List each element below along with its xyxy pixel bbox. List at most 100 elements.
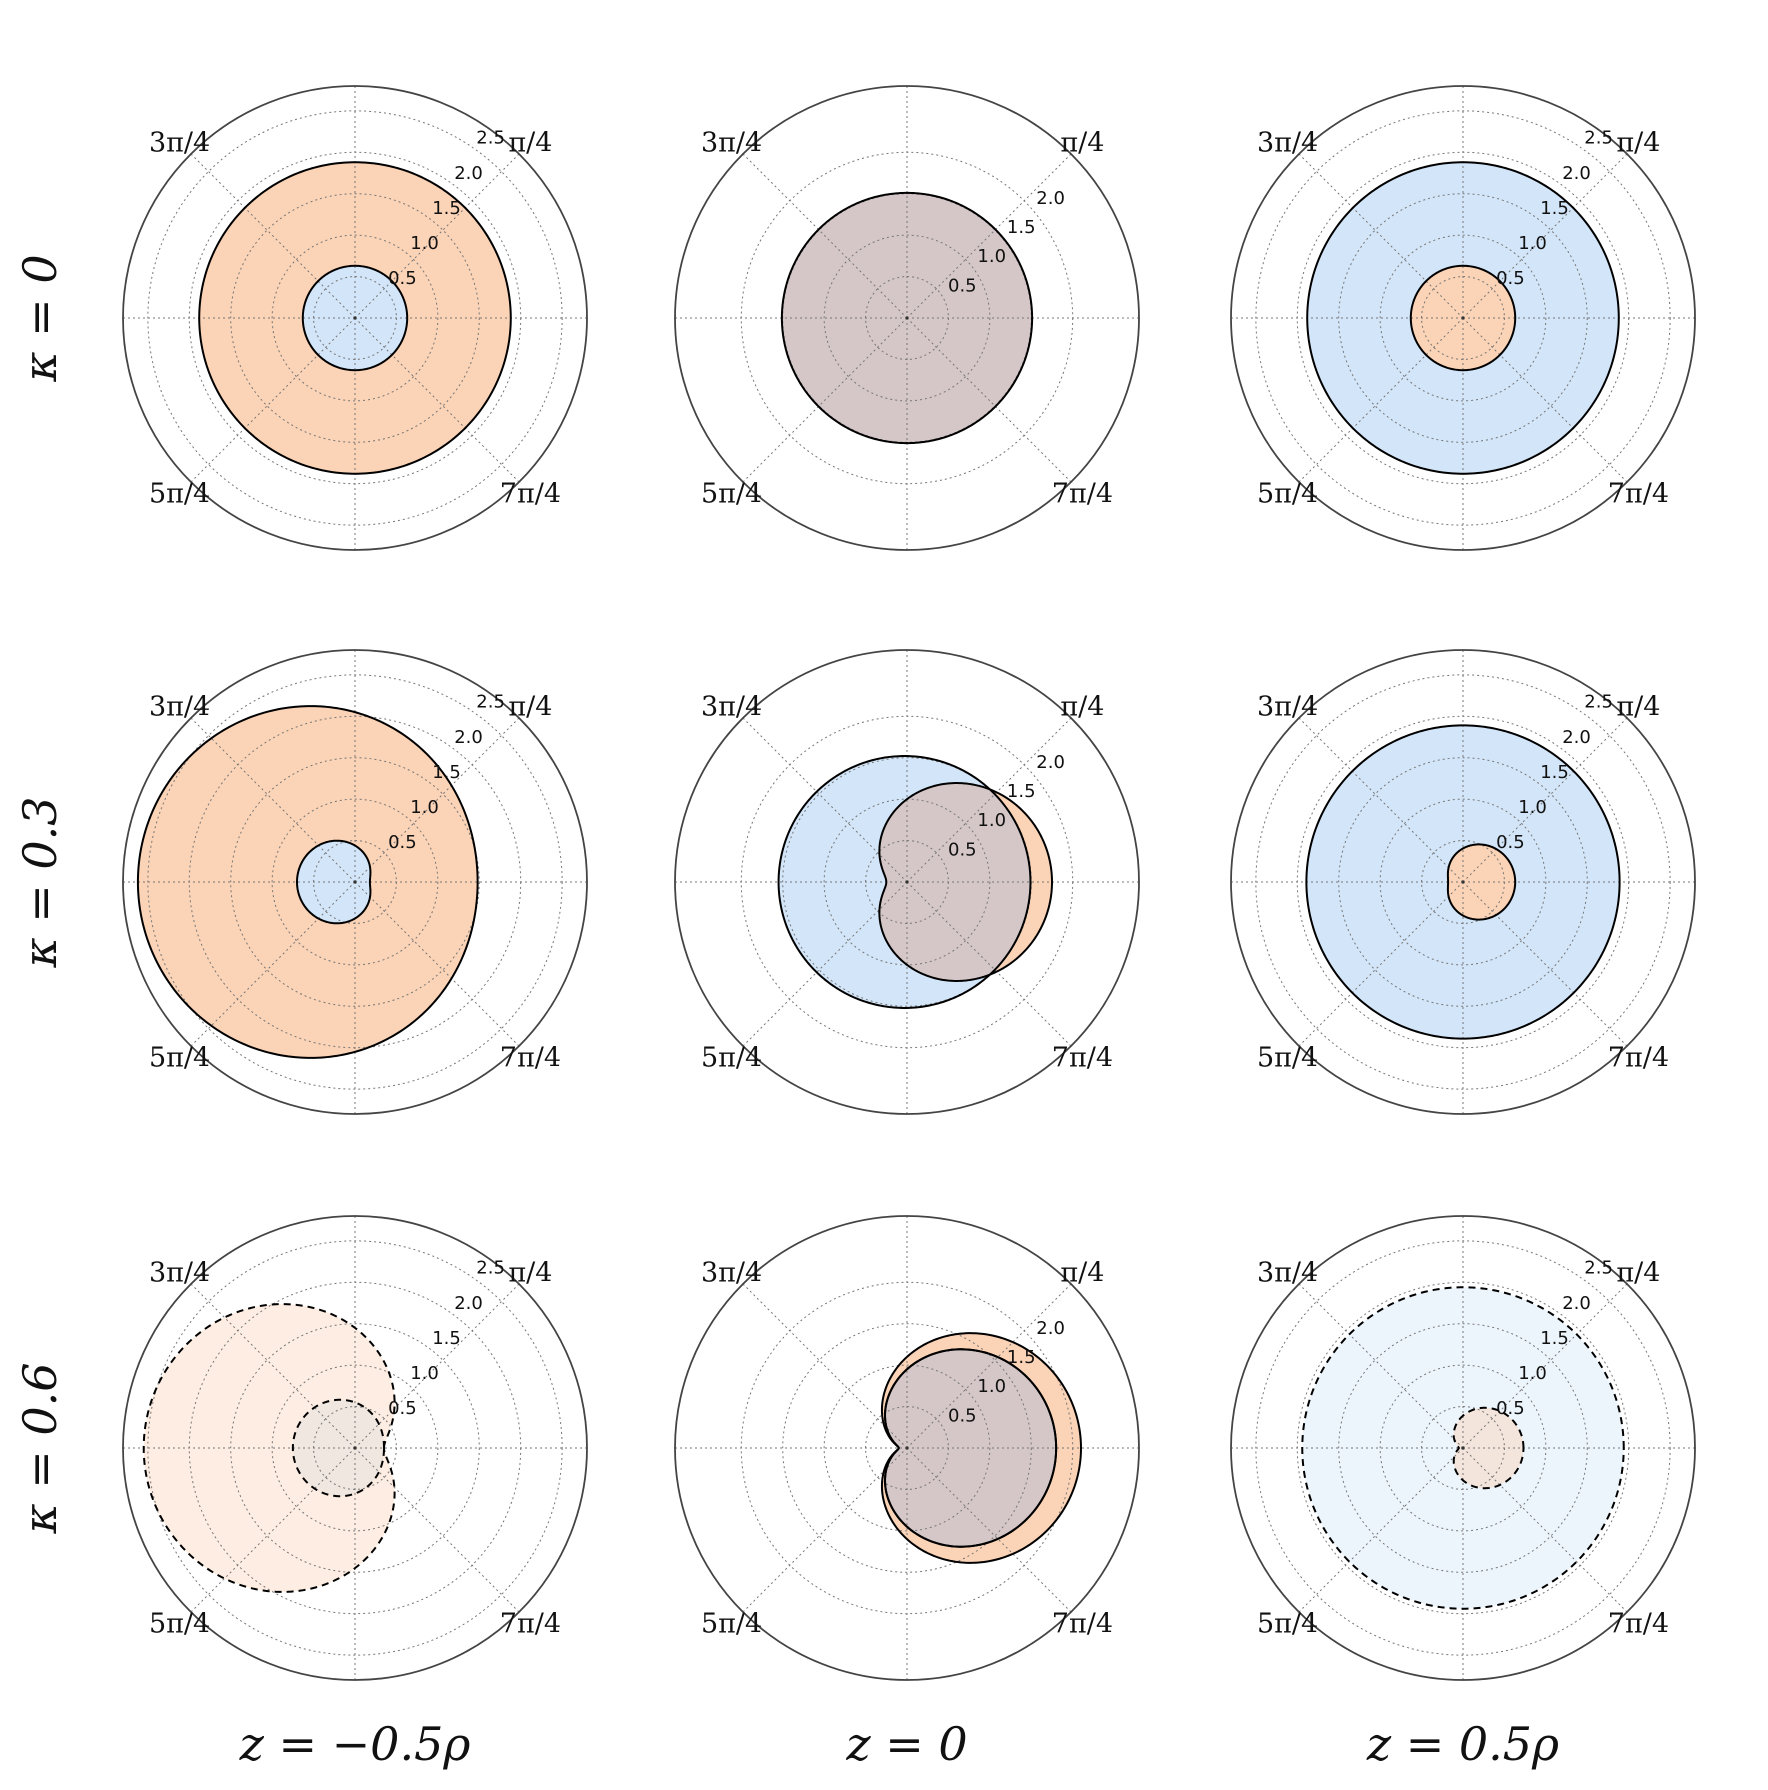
panel-center: [1461, 880, 1465, 884]
angle-tick-label: 7π/4: [500, 1042, 561, 1073]
grid-spoke: [1298, 881, 1464, 1047]
angle-tick-label: π/4: [1616, 128, 1660, 159]
polar-panel: π/4 3π/4 5π/4 7π/4 0.5 1.0 1.5 2.0 2.5: [1230, 649, 1696, 1115]
radial-tick-label: 1.5: [1540, 762, 1569, 783]
radial-tick-label: 1.5: [1540, 198, 1569, 219]
angle-tick-label: 5π/4: [1257, 1042, 1318, 1073]
series-outline-orange: [1409, 264, 1517, 372]
grid-ring: [230, 757, 480, 1007]
grid-spoke: [354, 881, 520, 1047]
series-outline-blue: [777, 755, 1032, 1009]
radial-tick-label: 2.0: [1036, 188, 1065, 209]
panel-center: [353, 316, 357, 320]
radial-tick-label: 1.5: [1007, 217, 1036, 238]
grid-spoke: [742, 881, 908, 1047]
panels-group: π/43π/45π/4 7π/40.51.01.52.02.5 π/43π/45π/…: [122, 85, 1696, 1681]
grid-spoke: [906, 1447, 1072, 1613]
polar-panel: π/4 3π/4 5π/4 7π/4 0.5 1.0 1.5 2.0 2.5: [122, 85, 588, 551]
grid-spoke: [190, 153, 356, 319]
grid-spoke: [354, 317, 520, 483]
row-label-1: κ = 0.3: [13, 796, 67, 968]
radial-tick-label: 2.0: [1562, 163, 1591, 184]
radial-tick-label: 0.5: [948, 1405, 977, 1426]
col-label-2: z = 0.5ρ: [1366, 1717, 1559, 1771]
radial-tick-label: 1.5: [1540, 1328, 1569, 1349]
angle-tick-label: 3π/4: [149, 692, 210, 723]
angle-tick-label: 7π/4: [1052, 1042, 1113, 1073]
series-outline-orange: [878, 782, 1054, 982]
polar-panel: π/4 3π/4 5π/4 7π/4 0.51.01.52.0: [674, 85, 1140, 551]
grid-spoke: [742, 1283, 908, 1449]
grid-spoke: [1298, 1283, 1464, 1449]
angle-tick-label: 5π/4: [1257, 1608, 1318, 1639]
angle-tick-label: π/4: [1616, 692, 1660, 723]
grid-spoke: [1462, 717, 1628, 883]
polar-panel: π/4 3π/4 5π/4 7π/4 0.5 1.0 1.5 2.0 2.5: [1230, 85, 1696, 551]
angle-tick-label: 3π/4: [701, 692, 762, 723]
radial-tick-label: 0.5: [388, 268, 417, 289]
grid-ring: [1379, 234, 1547, 402]
row-label-0: κ = 0: [13, 254, 67, 382]
grid-ring: [230, 193, 480, 443]
angle-tick-label: 5π/4: [701, 1608, 762, 1639]
series-outline-blue: [295, 839, 372, 925]
grid-ring: [147, 1240, 563, 1656]
grid-spoke: [906, 717, 1072, 883]
grid-spoke: [906, 1283, 1072, 1449]
grid-spoke: [742, 1447, 908, 1613]
angle-tick-label: π/4: [1060, 692, 1104, 723]
grid-ring: [1338, 1323, 1588, 1573]
col-label-1: z = 0: [845, 1717, 967, 1771]
grid-ring: [782, 1323, 1032, 1573]
grid-ring: [823, 798, 991, 966]
angle-tick-label: 3π/4: [1257, 1258, 1318, 1289]
radial-tick-label: 0.5: [1496, 1398, 1525, 1419]
angle-tick-label: π/4: [1060, 128, 1104, 159]
series-outline-orange: [136, 705, 479, 1059]
radial-tick-label: 0.5: [388, 832, 417, 853]
grid-ring: [823, 1364, 991, 1532]
panel-frame: [122, 85, 588, 551]
panel-frame: [674, 85, 1140, 551]
radial-tick-label: 1.0: [410, 1363, 439, 1384]
radial-tick-label: 2.5: [476, 1258, 505, 1279]
grid-spoke: [906, 153, 1072, 319]
polar-panel: π/4 3π/4 5π/4 7π/4 0.5 1.0 1.5 2.0 2.5: [122, 649, 588, 1115]
series-fill-overlap: [885, 1349, 1057, 1547]
panel-frame: [674, 1215, 1140, 1681]
grid-spoke: [1298, 1447, 1464, 1613]
series-fill-overlap: [879, 783, 1031, 981]
series-outline-blue: [1301, 1286, 1625, 1610]
grid-spoke: [354, 1283, 520, 1449]
grid-spoke: [1298, 153, 1464, 319]
series-outline-orange: [1446, 843, 1517, 921]
grid-spoke: [190, 717, 356, 883]
angle-tick-label: 7π/4: [1052, 478, 1113, 509]
series-outline-overlap: [780, 191, 1034, 445]
series-fill-orange: [1447, 844, 1516, 920]
angle-tick-label: 7π/4: [500, 1608, 561, 1639]
grid-spoke: [1462, 1283, 1628, 1449]
grid-spoke: [906, 881, 1072, 1047]
panel-frame: [1230, 649, 1696, 1115]
angle-tick-label: 3π/4: [149, 128, 210, 159]
angle-tick-label: 3π/4: [701, 128, 762, 159]
radial-tick-label: 2.5: [1584, 692, 1613, 713]
grid-ring: [230, 1323, 480, 1573]
series-outline-orange: [1452, 1406, 1525, 1490]
radial-tick-label: 1.5: [432, 198, 461, 219]
grid-ring: [823, 234, 991, 402]
panel-frame: [674, 649, 1140, 1115]
grid-ring: [1338, 757, 1588, 1007]
grid-spoke: [742, 717, 908, 883]
grid-spoke: [354, 717, 520, 883]
angle-tick-label: π/4: [508, 692, 552, 723]
grid-spoke: [190, 1447, 356, 1613]
series-outline-orange: [198, 161, 512, 475]
radial-tick-label: 1.5: [432, 1328, 461, 1349]
panel-center: [353, 1446, 357, 1450]
radial-tick-label: 0.5: [388, 1398, 417, 1419]
radial-tick-label: 2.0: [1562, 1293, 1591, 1314]
panel-center: [1461, 316, 1465, 320]
